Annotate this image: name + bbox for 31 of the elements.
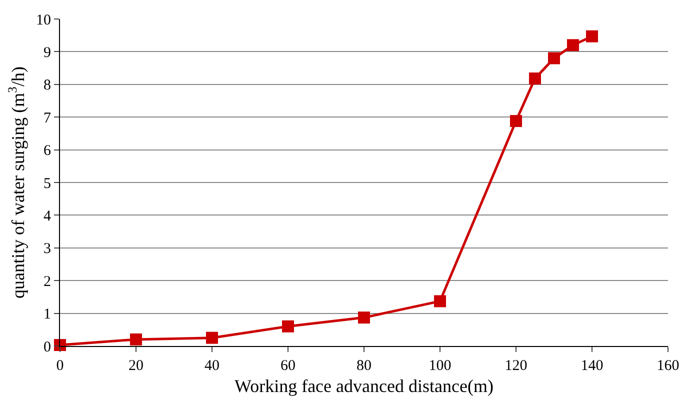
point bbox=[358, 312, 370, 324]
point bbox=[548, 52, 560, 64]
y-tick-label: 1 bbox=[44, 306, 51, 323]
y-tick-label: 4 bbox=[44, 208, 52, 224]
x-tick-label: 120 bbox=[504, 358, 528, 374]
x-tick-label: 60 bbox=[280, 358, 296, 374]
y-tick-label: 7 bbox=[44, 110, 52, 126]
point bbox=[434, 295, 446, 308]
x-tick-label: 140 bbox=[580, 358, 604, 374]
point bbox=[206, 332, 218, 344]
y-tick-label: 8 bbox=[44, 78, 51, 94]
x-tick-label: 20 bbox=[128, 358, 144, 374]
point bbox=[567, 39, 579, 52]
x-tick-label: 160 bbox=[656, 358, 680, 374]
x-tick-label: 80 bbox=[356, 358, 372, 374]
x-tick-label: 40 bbox=[204, 358, 220, 374]
y-tick-label: 2 bbox=[44, 274, 51, 290]
y-tick-label: 3 bbox=[44, 241, 51, 258]
y-tick-label: 6 bbox=[44, 143, 52, 160]
y-tick-label: 9 bbox=[44, 44, 51, 61]
point bbox=[282, 320, 294, 332]
x-axis-title: Working face advanced distance(m) bbox=[234, 376, 494, 396]
point bbox=[510, 115, 522, 128]
point bbox=[586, 30, 598, 42]
point bbox=[529, 72, 541, 85]
y-tick-label: 5 bbox=[44, 176, 51, 192]
y-tick-label: 0 bbox=[44, 339, 51, 356]
x-tick-label: 0 bbox=[56, 358, 64, 374]
y-tick-label: 10 bbox=[36, 12, 51, 28]
x-tick-label: 100 bbox=[428, 358, 452, 374]
point bbox=[130, 333, 142, 346]
